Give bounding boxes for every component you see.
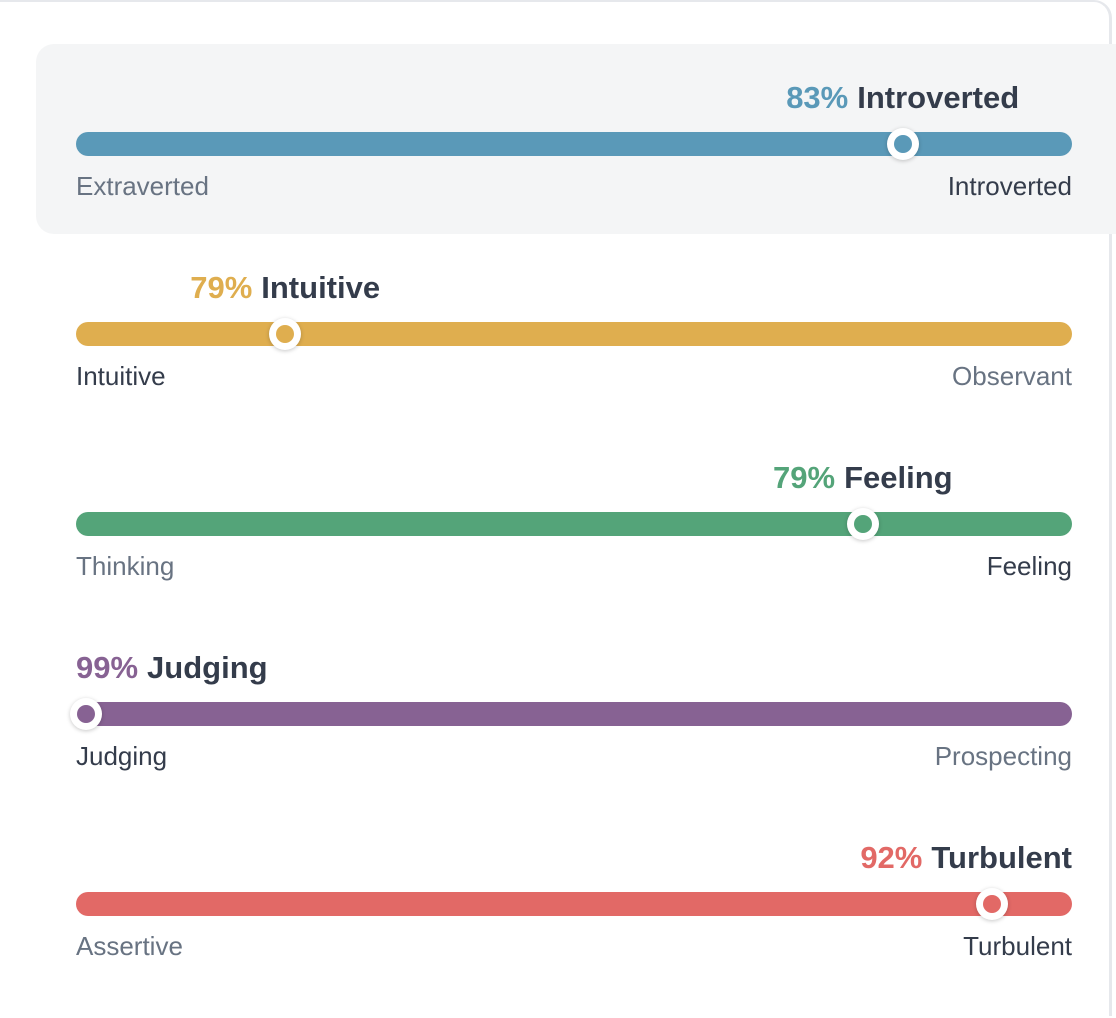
trait-right-label: Introverted [947,171,1072,201]
trait-tactics[interactable]: 99% Judging Judging Prospecting [36,614,1116,804]
trait-result-name: Feeling [844,460,953,495]
trait-energy[interactable]: 83% Introverted Extraverted Introverted [36,44,1116,234]
trait-slider-track[interactable] [69,698,1072,730]
trait-percent: 92% [860,840,923,875]
trait-result: 83% Introverted [786,80,1019,116]
trait-identity[interactable]: 92% Turbulent Assertive Turbulent [36,804,1116,994]
trait-right-label: Turbulent [963,931,1072,961]
trait-slider-track[interactable] [76,888,1072,920]
trait-percent: 83% [786,80,849,115]
trait-result: 99% Judging [76,650,268,686]
trait-slider-track[interactable] [76,128,1072,160]
trait-slider-track[interactable] [76,508,1072,540]
trait-nature[interactable]: 79% Feeling Thinking Feeling [36,424,1116,614]
trait-percent: 79% [773,460,836,495]
trait-slider-knob[interactable] [69,698,102,730]
trait-percent: 79% [190,270,253,305]
trait-slider-knob-dot [893,135,912,153]
trait-slider-track[interactable] [76,318,1072,350]
trait-left-label: Extraverted [76,171,209,201]
trait-result-name: Turbulent [931,840,1072,875]
trait-slider-knob-dot [983,895,1002,913]
trait-slider-knob-dot [76,705,95,723]
trait-result-name: Introverted [857,80,1020,115]
trait-result: 92% Turbulent [860,840,1072,876]
trait-left-label: Intuitive [76,361,166,391]
trait-slider-knob-dot [853,515,872,533]
trait-left-label: Thinking [76,551,175,581]
trait-slider-knob[interactable] [976,888,1009,920]
trait-result: 79% Intuitive [190,270,380,306]
trait-result-name: Intuitive [261,270,381,305]
trait-left-label: Judging [76,741,168,771]
trait-result-name: Judging [147,650,268,685]
trait-right-label: Feeling [986,551,1072,581]
trait-right-label: Observant [952,361,1072,391]
trait-left-label: Assertive [76,931,183,961]
trait-slider-knob-dot [276,325,295,343]
trait-slider-knob[interactable] [269,318,302,350]
trait-percent: 99% [76,650,139,685]
trait-right-label: Prospecting [934,741,1072,771]
trait-result: 79% Feeling [773,460,953,496]
trait-mind[interactable]: 79% Intuitive Intuitive Observant [36,234,1116,424]
trait-slider-knob[interactable] [886,128,919,160]
trait-slider-knob[interactable] [846,508,879,540]
